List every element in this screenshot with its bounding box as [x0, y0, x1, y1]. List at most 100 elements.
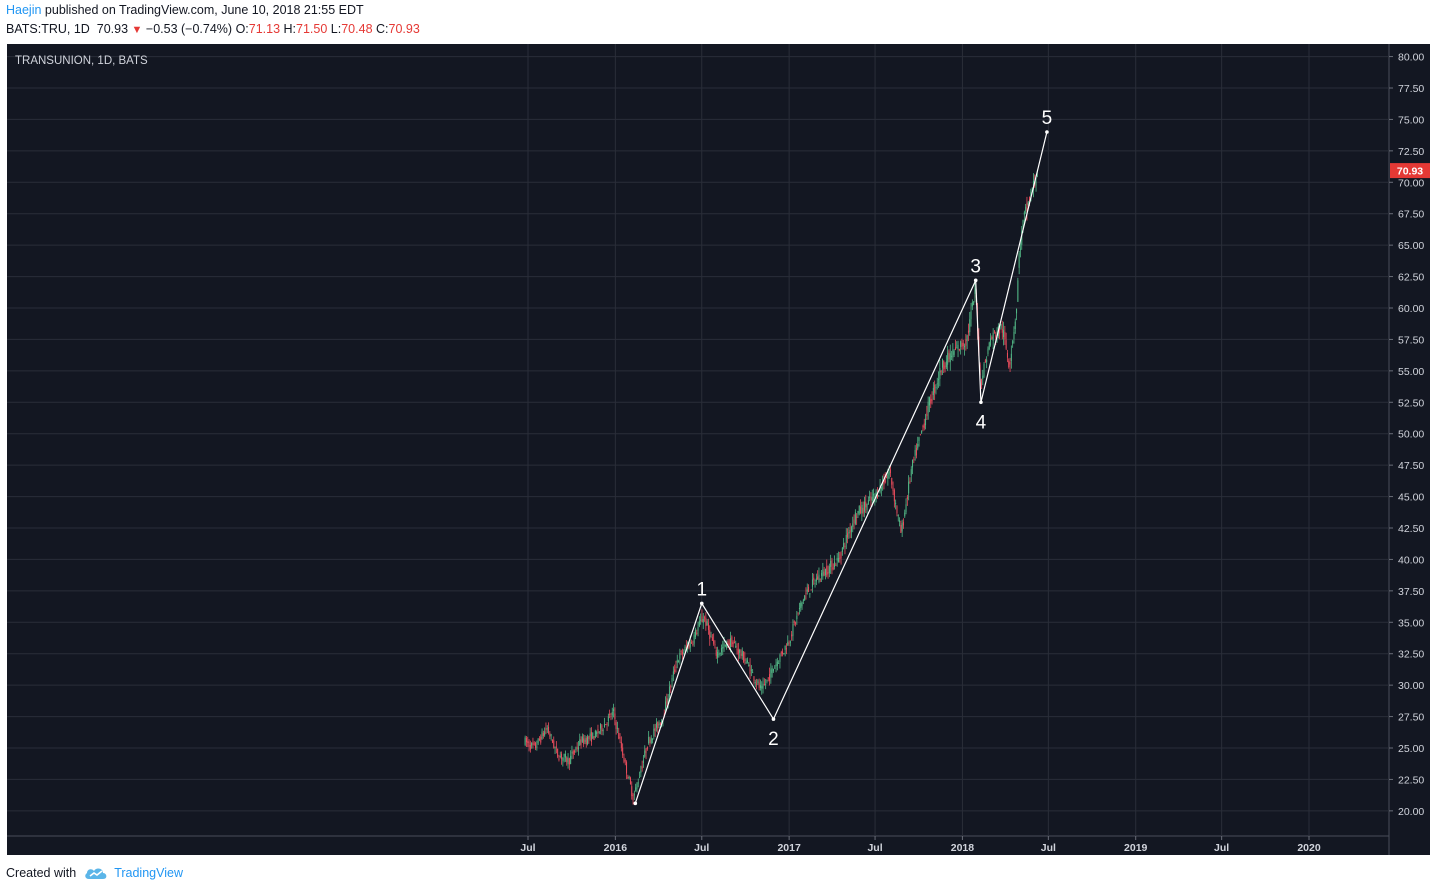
candle-body: [698, 621, 700, 627]
candle-body: [897, 515, 899, 517]
candle-body: [650, 738, 652, 743]
candle-body: [577, 747, 579, 750]
last-price-tag-label: 70.93: [1397, 166, 1423, 178]
plot-area[interactable]: [7, 44, 1389, 836]
wave-point[interactable]: [973, 278, 978, 283]
candle-body: [993, 331, 995, 333]
candle-body: [854, 512, 856, 524]
candle-body: [909, 481, 911, 483]
candle-body: [759, 685, 761, 688]
candle-body: [956, 347, 958, 349]
open-value: 71.13: [248, 22, 281, 36]
candle-body: [906, 496, 908, 500]
candle-body: [824, 569, 826, 576]
x-tick-label: 2018: [951, 842, 975, 854]
candle-body: [536, 746, 538, 748]
elliott-wave-line[interactable]: [634, 131, 1048, 804]
y-tick-label: 50.00: [1398, 429, 1424, 441]
wave-point[interactable]: [771, 717, 776, 721]
candle-body: [805, 593, 807, 595]
candle-body: [821, 573, 823, 576]
candle-body: [743, 652, 745, 662]
price-change: −0.53 (−0.74%): [145, 22, 233, 36]
y-tick-label: 75.00: [1398, 114, 1424, 126]
candle-body: [609, 713, 611, 715]
candle-body: [636, 783, 638, 790]
candle-body: [568, 758, 570, 765]
candle-body: [830, 560, 832, 567]
candle-body: [750, 669, 752, 671]
candle-body: [818, 574, 820, 582]
wave-point[interactable]: [633, 801, 638, 806]
candle-body: [1010, 353, 1012, 361]
candle-body: [802, 599, 804, 601]
candle-body: [564, 754, 566, 758]
candle-body: [717, 652, 719, 658]
candle-body: [563, 753, 565, 757]
candle-body: [746, 660, 748, 663]
wave-point[interactable]: [1045, 130, 1049, 134]
y-tick-label: 67.50: [1398, 209, 1424, 221]
candle-body: [702, 619, 704, 623]
candle-body: [905, 504, 907, 513]
candle-body: [1017, 280, 1019, 302]
y-tick-label: 27.50: [1398, 712, 1424, 724]
candle-body: [601, 725, 603, 732]
candle-body: [676, 660, 678, 663]
wave-label-5: 5: [1042, 108, 1053, 129]
candle-body: [707, 623, 709, 630]
candle-body: [541, 731, 543, 739]
candle-body: [668, 686, 670, 698]
price-axis[interactable]: [1389, 44, 1430, 855]
candle-body: [973, 301, 975, 306]
candle-body: [590, 732, 592, 742]
candle-body: [934, 384, 936, 393]
candle-body: [585, 738, 587, 745]
candle-body: [917, 444, 919, 449]
candle-body: [769, 674, 771, 682]
candle-body: [839, 557, 841, 559]
candle-body: [646, 746, 648, 750]
candle-body: [548, 726, 550, 733]
candle-body: [696, 632, 698, 634]
candle-body: [988, 342, 990, 350]
candle-body: [756, 683, 758, 685]
candle-body: [600, 724, 602, 729]
candle-body: [562, 757, 564, 761]
candle-body: [863, 501, 865, 512]
candle-body: [817, 576, 819, 580]
candle-body: [810, 589, 812, 591]
candle-body: [888, 471, 890, 475]
wave-point[interactable]: [979, 400, 983, 405]
candle-body: [553, 740, 555, 748]
candle-body: [655, 722, 657, 728]
candle-body: [857, 511, 859, 515]
candle-body: [951, 355, 953, 357]
candle-body: [913, 459, 915, 461]
time-axis[interactable]: [7, 836, 1389, 855]
candle-body: [785, 648, 787, 650]
candle-body: [581, 736, 583, 742]
y-tick-label: 80.00: [1398, 52, 1424, 64]
tradingview-cloud-icon: [85, 868, 107, 879]
tradingview-link[interactable]: TradingView: [114, 866, 183, 880]
ohlc-line: BATS:TRU, 1D 70.93 ▼ −0.53 (−0.74%) O:71…: [6, 22, 420, 36]
candle-body: [871, 496, 873, 502]
candle-body: [1036, 175, 1038, 177]
candle-body: [835, 564, 837, 566]
candle-body: [616, 727, 618, 729]
candle-body: [745, 661, 747, 664]
candle-body: [828, 566, 830, 574]
candle-body: [935, 387, 937, 389]
candle-body: [899, 520, 901, 522]
candle-body: [852, 523, 854, 527]
author-link[interactable]: Haejin: [6, 3, 42, 17]
candle-body: [938, 379, 940, 381]
candle-body: [757, 680, 759, 684]
candle-body: [672, 671, 674, 675]
wave-point[interactable]: [699, 601, 704, 606]
candle-body: [992, 332, 994, 341]
candle-body: [908, 481, 910, 494]
candle-body: [1006, 352, 1008, 358]
